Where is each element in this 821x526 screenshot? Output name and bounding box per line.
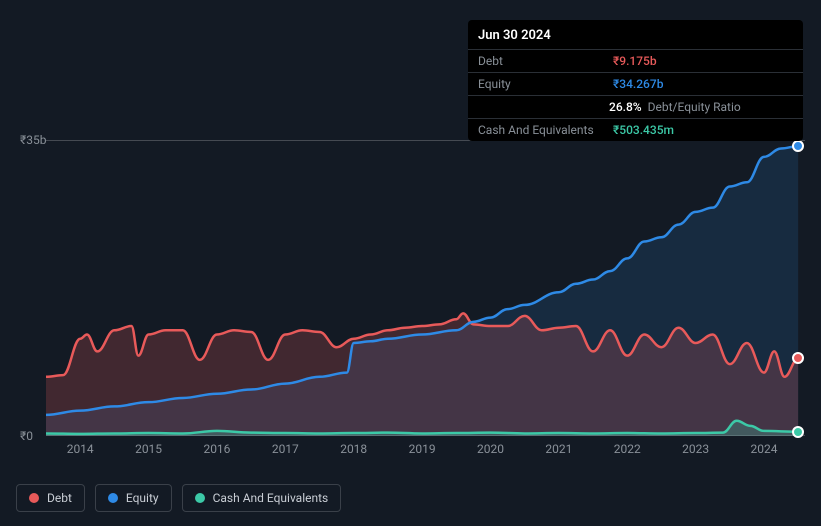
tooltip-row-debt: Debt ₹9.175b	[468, 49, 803, 72]
tooltip-label: Equity	[478, 77, 603, 91]
tooltip-value: ₹9.175b	[613, 54, 657, 68]
x-axis-label: 2024	[750, 442, 777, 456]
x-axis-label: 2016	[203, 442, 230, 456]
legend-label: Equity	[126, 491, 159, 505]
x-axis-label: 2015	[135, 442, 162, 456]
chart-tooltip: Jun 30 2024 Debt ₹9.175b Equity ₹34.267b…	[468, 20, 803, 141]
x-axis-label: 2014	[67, 442, 94, 456]
x-axis: 2014 2015 2016 2017 2018 2019 2020 2021 2022 2023…	[46, 442, 805, 458]
tooltip-date: Jun 30 2024	[468, 20, 803, 49]
y-axis-label: ₹35b	[20, 133, 46, 147]
chart-legend: Debt Equity Cash And Equivalents	[16, 484, 341, 512]
legend-dot-icon	[195, 493, 205, 503]
tooltip-row-cash: Cash And Equivalents ₹503.435m	[468, 118, 803, 141]
series-marker-icon	[792, 426, 804, 438]
tooltip-row-ratio: 26.8% Debt/Equity Ratio	[468, 95, 803, 118]
x-axis-label: 2018	[340, 442, 367, 456]
series-marker-icon	[792, 352, 804, 364]
y-axis-label: ₹0	[20, 429, 33, 443]
legend-item-debt[interactable]: Debt	[16, 484, 85, 512]
x-axis-label: 2019	[409, 442, 436, 456]
x-axis-label: 2021	[545, 442, 572, 456]
legend-dot-icon	[29, 493, 39, 503]
tooltip-ratio-value: 26.8%	[609, 100, 642, 114]
tooltip-label: Cash And Equivalents	[478, 123, 603, 137]
tooltip-value: ₹34.267b	[613, 77, 663, 91]
series-marker-icon	[792, 140, 804, 152]
chart-svg	[46, 140, 805, 436]
chart-plot[interactable]	[46, 140, 805, 436]
tooltip-row-equity: Equity ₹34.267b	[468, 72, 803, 95]
legend-item-cash[interactable]: Cash And Equivalents	[182, 484, 342, 512]
chart-container: 2014 2015 2016 2017 2018 2019 2020 2021 2022 2023…	[0, 120, 821, 476]
tooltip-label: Debt	[478, 54, 603, 68]
x-axis-label: 2023	[682, 442, 709, 456]
legend-label: Cash And Equivalents	[213, 491, 329, 505]
tooltip-ratio-label: Debt/Equity Ratio	[648, 100, 741, 114]
legend-dot-icon	[108, 493, 118, 503]
x-axis-label: 2017	[272, 442, 299, 456]
tooltip-value: ₹503.435m	[613, 123, 674, 137]
x-axis-label: 2022	[614, 442, 641, 456]
legend-item-equity[interactable]: Equity	[95, 484, 172, 512]
x-axis-label: 2020	[477, 442, 504, 456]
legend-label: Debt	[47, 491, 72, 505]
